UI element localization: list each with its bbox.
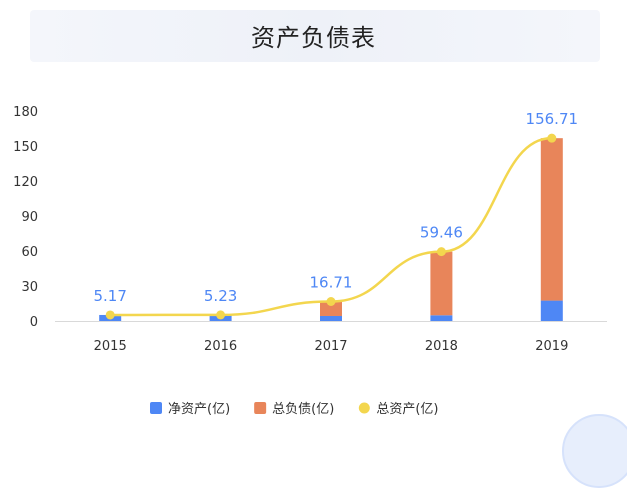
bar-total-liabilities <box>320 301 342 316</box>
point-total-assets <box>216 310 226 320</box>
y-tick-label: 120 <box>13 175 38 190</box>
point-total-assets <box>436 247 446 257</box>
chart-title: 资产负债表 <box>251 24 376 52</box>
x-tick-label: 2017 <box>314 339 347 354</box>
x-tick-label: 2016 <box>204 339 237 354</box>
y-tick-label: 150 <box>13 140 38 155</box>
x-tick-label: 2015 <box>94 339 127 354</box>
legend-marker-total-assets <box>358 402 370 414</box>
y-tick-label: 0 <box>30 315 38 330</box>
legend-label: 净资产(亿) <box>168 402 230 417</box>
floating-action-circle[interactable] <box>562 414 627 488</box>
data-label: 5.17 <box>93 287 126 305</box>
y-tick-label: 60 <box>21 245 38 260</box>
data-label: 59.46 <box>420 224 463 242</box>
bar-net-assets <box>320 315 342 321</box>
point-total-assets <box>326 297 336 307</box>
bar-net-assets <box>430 315 453 321</box>
bar-total-liabilities <box>430 251 453 316</box>
y-tick-label: 90 <box>21 210 38 225</box>
data-label: 156.71 <box>526 110 579 128</box>
bar-net-assets <box>540 300 563 321</box>
x-tick-label: 2018 <box>425 339 458 354</box>
title-band <box>30 10 600 62</box>
data-label: 5.23 <box>204 287 237 305</box>
x-tick-label: 2019 <box>535 339 568 354</box>
y-tick-label: 180 <box>13 105 38 120</box>
line-total-assets <box>110 136 552 317</box>
legend-label: 总资产(亿) <box>376 402 438 417</box>
legend-marker-total-liabilities <box>254 402 267 414</box>
point-total-assets <box>105 310 115 320</box>
balance-sheet-chart: 0 30 60 90 120 150 180 2015 2016 2017 2018 2019 5.17… <box>13 105 607 417</box>
legend-marker-net-assets <box>150 402 162 414</box>
point-total-assets <box>547 133 557 143</box>
legend-label: 总负债(亿) <box>272 402 334 417</box>
data-label: 16.71 <box>310 274 353 292</box>
bar-total-liabilities <box>540 138 563 301</box>
y-tick-label: 30 <box>21 280 38 295</box>
